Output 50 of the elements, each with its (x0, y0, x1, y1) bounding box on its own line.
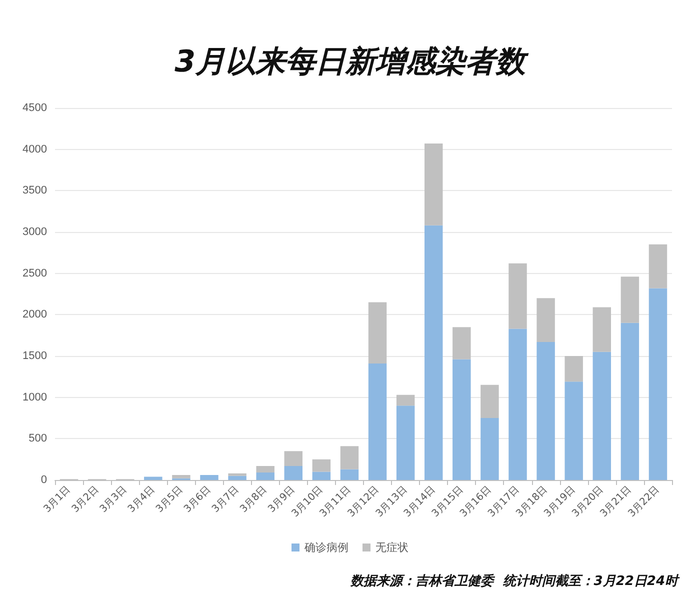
bar (424, 225, 443, 480)
bar (368, 363, 387, 480)
bar (144, 476, 162, 480)
bar (620, 322, 640, 480)
bar (284, 451, 302, 466)
bar (452, 359, 471, 480)
bar (536, 298, 555, 342)
bar (340, 446, 359, 470)
bar (648, 244, 668, 288)
bar (340, 469, 359, 480)
bar (592, 307, 611, 352)
bar (368, 302, 387, 364)
legend-label: 无症状 (376, 541, 408, 554)
y-tick-label: 2500 (22, 267, 47, 280)
bar (200, 475, 218, 480)
bar (228, 476, 246, 480)
source-note: 数据来源：吉林省卫健委 统计时间截至：3月22日24时 (350, 573, 680, 589)
bar (284, 466, 302, 480)
bar (564, 382, 583, 480)
y-tick-label: 4000 (22, 143, 47, 156)
x-tick-label: 3月1日 (42, 484, 73, 516)
bar (480, 418, 499, 480)
y-tick-label: 3000 (22, 226, 47, 238)
bar (256, 472, 274, 480)
bar (228, 473, 246, 476)
bar (592, 352, 611, 480)
bar (480, 384, 499, 418)
y-tick-label: 500 (28, 432, 47, 445)
bar (396, 394, 415, 406)
bar (508, 328, 527, 480)
y-tick-label: 2000 (22, 308, 47, 321)
bar (620, 276, 640, 323)
bar (508, 263, 527, 329)
bar (256, 466, 274, 473)
y-tick-label: 1000 (22, 391, 47, 404)
y-tick-label: 0 (40, 474, 47, 486)
x-tick-label: 3月2日 (70, 484, 101, 516)
bar (536, 342, 555, 480)
bar (312, 472, 331, 480)
bar (312, 459, 331, 472)
y-tick-label: 1500 (22, 350, 47, 362)
bar (424, 144, 443, 226)
bar (452, 327, 471, 360)
bar (396, 406, 415, 480)
chart-title: 3月以来每日新增感染者数 (174, 44, 530, 80)
y-tick-label: 3500 (22, 184, 47, 197)
bar (648, 288, 668, 480)
legend-label: 确诊病例 (304, 541, 348, 554)
bar (564, 356, 583, 382)
y-tick-label: 4500 (22, 102, 47, 114)
